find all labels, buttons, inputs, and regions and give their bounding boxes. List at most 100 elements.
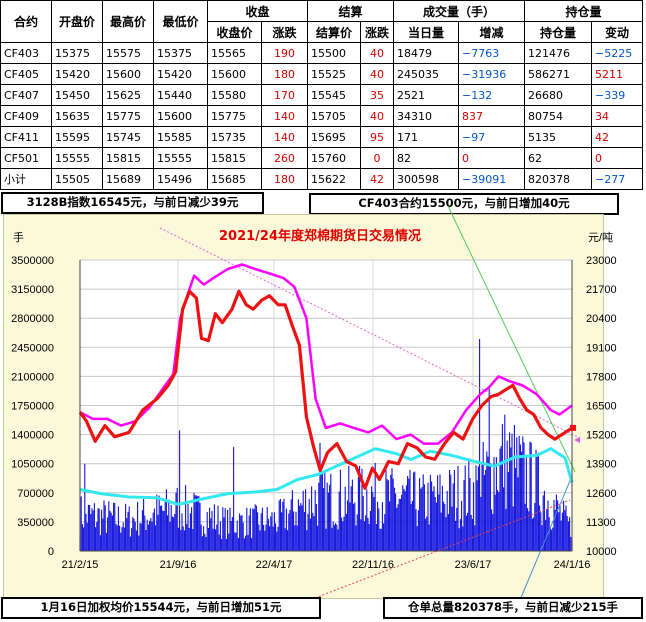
table-cell-settle: 15760 <box>307 147 362 169</box>
col-header: 持仓量 <box>524 21 593 43</box>
table-cell-open: 15505 <box>51 168 103 190</box>
table-cell-open: 15595 <box>51 126 103 148</box>
table-cell-oichg: 42 <box>591 126 644 148</box>
table-cell-oi: 820378 <box>524 168 593 190</box>
chart-title: 2021/24年度郑棉期货日交易情况 <box>219 228 421 244</box>
weighted-avg-note: 1月16日加权均价15544元，与前日增加51元 <box>1 597 321 619</box>
warehouse-receipt-note: 仓单总量820378手，与前日减少215手 <box>383 597 643 619</box>
table-cell-schg: 40 <box>360 42 395 64</box>
table-cell-vchg: −7763 <box>458 42 526 64</box>
close-price-end-marker <box>570 424 576 431</box>
contract-note: CF403合约15500元，与前日增加40元 <box>309 193 619 215</box>
table-cell-settle: 15705 <box>307 105 362 127</box>
y-right-tick-label: 20400 <box>586 313 617 325</box>
group-header: 收盘 <box>206 0 309 22</box>
y-right-tick-label: 12600 <box>586 488 617 500</box>
table-cell-high: 15815 <box>102 147 154 169</box>
table-header-row-2: 收盘价 涨跌 结算价 涨跌 当日量 增减 持仓量 变动 <box>1 21 644 43</box>
table-cell-low: 15585 <box>153 126 208 148</box>
table-cell-close: 15735 <box>207 126 262 148</box>
x-tick-label: 23/6/17 <box>455 559 492 571</box>
table-cell-vol: 18479 <box>393 42 460 64</box>
table-cell-vol: 171 <box>393 126 460 148</box>
table-cell-settle: 15545 <box>307 84 362 106</box>
table-cell-chg: 260 <box>260 147 309 169</box>
table-row: CF405 15420 15600 15420 15600 180 15525 40 24503… <box>0 63 644 85</box>
table-row: CF501 15555 15815 15555 15815 260 15760 0 82 0 62 0 <box>0 147 644 169</box>
table-cell-schg: 35 <box>360 84 395 106</box>
table-cell-open: 15555 <box>51 147 103 169</box>
table-cell-schg: 42 <box>360 168 395 190</box>
y-left-tick-label: 700000 <box>17 488 54 500</box>
table-cell-chg: 140 <box>260 126 309 148</box>
col-header: 涨跌 <box>360 21 395 43</box>
table-row: CF403 15375 15575 15375 15565 190 15500 40 18479… <box>0 42 644 64</box>
table-header-row-1: 合约 开盘价 最高价 最低价 收盘 结算 成交量（手） 持仓量 <box>0 0 644 43</box>
y-right-axis-label: 元/吨 <box>588 231 613 244</box>
table-cell-open: 15635 <box>51 105 103 127</box>
y-left-axis-label: 手 <box>13 230 24 244</box>
y-left-tick-label: 2450000 <box>11 342 54 354</box>
table-cell-c: CF403 <box>0 42 52 64</box>
y-right-tick-label: 19100 <box>586 342 617 354</box>
trend-line-red <box>314 499 571 599</box>
table-cell-close: 15685 <box>207 168 262 190</box>
x-tick-label: 24/1/16 <box>554 559 591 571</box>
table-row: CF407 15450 15625 15440 15580 170 15545 35 2521−… <box>0 84 644 106</box>
table-cell-oichg: −339 <box>591 84 644 106</box>
y-left-tick-label: 1050000 <box>11 459 54 471</box>
table-cell-low: 15420 <box>153 63 208 85</box>
y-right-tick-label: 11300 <box>586 517 616 529</box>
table-cell-oi: 26680 <box>524 84 593 106</box>
table-cell-vchg: −39091 <box>458 168 526 190</box>
group-header: 成交量（手） <box>393 0 526 22</box>
table-cell-settle: 15622 <box>307 168 362 190</box>
table-cell-vchg: −132 <box>458 84 526 106</box>
table-cell-chg: 180 <box>260 168 309 190</box>
table-row: 小计 15505 15689 15496 15685 180 15622 42 300598 −3… <box>0 168 644 190</box>
index-note: 3128B指数16545元，与前日减少39元 <box>1 192 264 214</box>
table-cell-vol: 300598 <box>393 168 460 190</box>
table-cell-close: 15815 <box>207 147 262 169</box>
table-cell-high: 15689 <box>102 168 154 190</box>
table-cell-low: 15440 <box>153 84 208 106</box>
y-left-tick-label: 1750000 <box>11 401 54 413</box>
y-right-tick-label: 21700 <box>586 284 617 296</box>
table-cell-oichg: 34 <box>591 105 644 127</box>
trend-arrow <box>574 437 580 443</box>
table-cell-c: CF411 <box>0 126 52 148</box>
trend-line-green <box>447 205 576 473</box>
x-tick-label: 21/9/16 <box>160 559 197 571</box>
table-cell-oichg: −5225 <box>591 42 644 64</box>
table-cell-low: 15555 <box>153 147 208 169</box>
group-header: 持仓量 <box>524 0 644 22</box>
table-cell-oi: 80754 <box>524 105 593 127</box>
col-header: 结算价 <box>307 21 362 43</box>
trend-line-blue <box>519 475 573 601</box>
y-left-tick-label: 2100000 <box>11 371 54 383</box>
col-header: 合约 <box>0 0 52 43</box>
table-cell-chg: 170 <box>260 84 309 106</box>
y-left-tick-label: 2800000 <box>11 313 54 325</box>
quote-table: 合约 开盘价 最高价 最低价 收盘 结算 成交量（手） 持仓量 收盘价 涨跌 结… <box>0 0 644 190</box>
table-cell-vchg: −31936 <box>458 63 526 85</box>
x-tick-label: 21/2/15 <box>62 559 99 571</box>
y-right-tick-label: 15200 <box>586 430 617 442</box>
table-cell-c: 小计 <box>0 168 52 190</box>
y-right-tick-label: 23000 <box>586 255 617 267</box>
y-right-tick-label: 13900 <box>586 459 617 471</box>
table-cell-oichg: 5211 <box>591 63 644 85</box>
table-row: CF411 15595 15745 15585 15735 140 15695 95 171 −9… <box>0 126 644 148</box>
close-price-line <box>78 289 573 490</box>
x-tick-label: 22/4/17 <box>256 559 293 571</box>
y-left-tick-label: 1400000 <box>11 430 54 442</box>
table-cell-chg: 190 <box>260 42 309 64</box>
table-cell-settle: 15695 <box>307 126 362 148</box>
x-tick-label: 22/11/16 <box>352 559 394 571</box>
table-cell-oichg: −277 <box>591 168 644 190</box>
table-cell-high: 15575 <box>102 42 154 64</box>
open-interest-line <box>79 447 574 506</box>
y-left-tick-label: 0 <box>48 546 54 558</box>
table-cell-schg: 0 <box>360 147 395 169</box>
